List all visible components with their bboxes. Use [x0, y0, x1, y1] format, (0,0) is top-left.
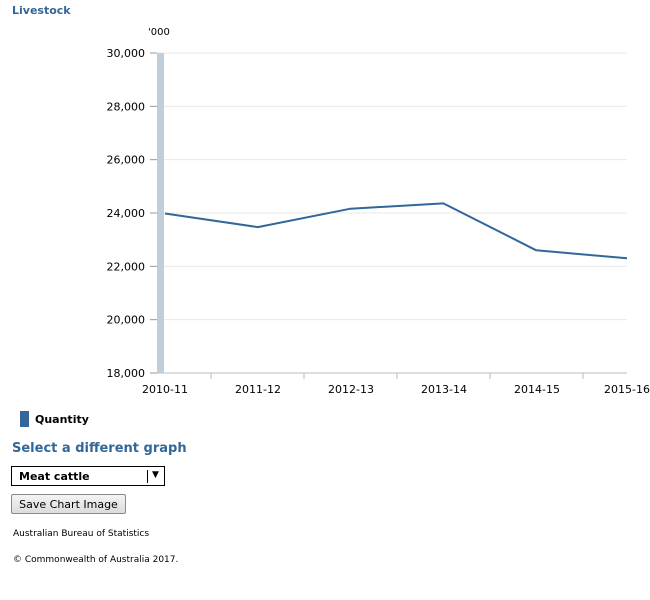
- y-tick-label: 30,000: [107, 47, 146, 60]
- y-tick-label: 26,000: [107, 154, 146, 167]
- line-chart: 18,000 20,000 22,000 24,000 26,000 28,000 30,0…: [107, 27, 650, 396]
- y-axis-band: [157, 53, 164, 373]
- dropdown-divider: [147, 470, 148, 483]
- y-tick-label: 28,000: [107, 100, 146, 113]
- y-tick-label: 18,000: [107, 367, 146, 380]
- x-tick-label: 2013-14: [421, 383, 467, 396]
- series-line-quantity: [164, 202, 628, 260]
- save-chart-image-button[interactable]: Save Chart Image: [11, 494, 126, 514]
- legend-swatch: [20, 411, 29, 427]
- legend-label-quantity: Quantity: [35, 412, 89, 426]
- y-tick-label: 22,000: [107, 260, 146, 273]
- copyright-text: © Commonwealth of Australia 2017.: [13, 555, 179, 565]
- y-axis-labels: 18,000 20,000 22,000 24,000 26,000 28,000 30,0…: [107, 47, 146, 380]
- legend: Quantity: [20, 411, 89, 427]
- x-tick-label: 2014-15: [514, 383, 560, 396]
- y-tick-label: 24,000: [107, 207, 146, 220]
- x-axis-labels: 2010-11 2011-12 2012-13 2013-14 2014-15 2015-…: [142, 383, 650, 396]
- x-tick-label: 2010-11: [142, 383, 188, 396]
- gridlines: [150, 52, 627, 374]
- x-tick-label: 2012-13: [328, 383, 374, 396]
- x-tick-label: 2015-16: [604, 383, 650, 396]
- y-axis-unit-label: '000: [148, 27, 170, 38]
- x-axis-ticks: [210, 373, 584, 379]
- y-tick-label: 20,000: [107, 314, 146, 327]
- chart-title: Livestock: [12, 4, 71, 17]
- chevron-down-icon[interactable]: ▼: [152, 470, 159, 480]
- select-graph-heading: Select a different graph: [12, 441, 187, 456]
- dropdown-selected-value: Meat cattle: [19, 470, 90, 483]
- x-tick-label: 2011-12: [235, 383, 281, 396]
- source-text: Australian Bureau of Statistics: [13, 529, 150, 539]
- graph-select-dropdown[interactable]: Meat cattle ▼: [11, 466, 165, 486]
